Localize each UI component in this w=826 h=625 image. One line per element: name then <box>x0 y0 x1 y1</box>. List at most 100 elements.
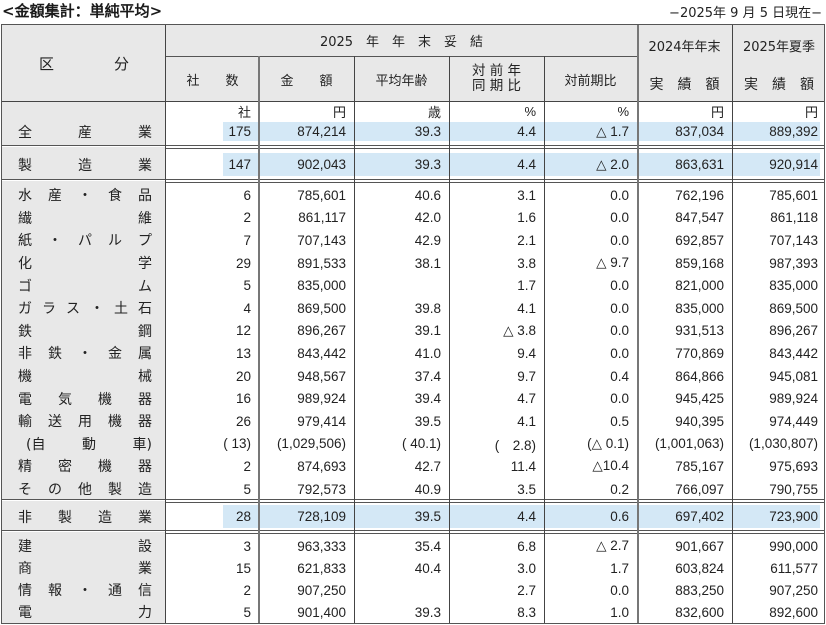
cell-avg-age: 39.3 <box>414 157 441 172</box>
cell-avg-age: 40.6 <box>414 187 441 203</box>
table-row: ガラス・土石 4 869,500 39.8 4.1 0.0 835,000 869,500 <box>2 297 824 320</box>
cell-amount: 785,601 <box>297 187 346 203</box>
cell-amount: 896,267 <box>297 323 346 339</box>
header-category-char-2: 分 <box>114 55 130 73</box>
row-label-char: 機 <box>108 414 122 431</box>
cell-vs-prev: 0.0 <box>610 391 629 407</box>
cell-summer-2025: (1,030,807) <box>748 436 818 452</box>
row-label-char: 建 <box>18 539 32 555</box>
row-non-manufacturing: 非 製 造 業 28 728,109 39.5 4.4 0.6 697,402 723,900 <box>2 503 824 530</box>
row-label-char: 維 <box>138 210 152 227</box>
cell-prev-year-end: 863,631 <box>675 157 724 172</box>
cell-companies: 20 <box>235 368 251 384</box>
cell-yoy: 1.7 <box>517 278 536 294</box>
cell-companies: 2 <box>243 458 251 474</box>
cell-amount: 874,693 <box>297 458 346 474</box>
cell-avg-age: 39.4 <box>414 391 441 407</box>
cell-yoy: 2.1 <box>517 232 536 248</box>
cell-amount: 963,333 <box>297 538 346 554</box>
cell-amount: 891,533 <box>297 255 346 271</box>
row-label-char: 車) <box>132 436 152 453</box>
row-label-char: 動 <box>82 436 96 453</box>
cell-companies: 3 <box>243 538 251 554</box>
row-label: 製造業 <box>18 151 152 178</box>
row-label: 化学 <box>18 252 152 275</box>
cell-prev-year-end: 603,824 <box>675 560 724 576</box>
row-highlight <box>223 122 820 141</box>
cell-prev-year-end: 859,168 <box>675 255 724 271</box>
row-label-char: 機 <box>18 369 32 386</box>
cell-companies: 4 <box>243 300 251 316</box>
unit-label: 円 <box>332 104 346 120</box>
cell-vs-prev: △ 2.0 <box>596 156 629 172</box>
cell-avg-age: 38.1 <box>414 255 441 271</box>
cell-yoy: 11.4 <box>510 458 536 474</box>
header-yoy-line2: 同 期 比 <box>471 78 522 94</box>
cell-vs-prev: 0.0 <box>610 187 629 203</box>
row-label: 精密機器 <box>18 455 152 478</box>
cell-prev-year-end: (1,001,063) <box>654 436 724 452</box>
row-label-char: 化 <box>18 256 32 273</box>
cell-prev-year-end: 945,425 <box>675 391 724 407</box>
cell-summer-2025: 843,442 <box>769 345 818 361</box>
cell-avg-age: 39.3 <box>414 124 441 139</box>
cell-amount: 843,442 <box>297 345 346 361</box>
cell-amount: 621,833 <box>297 560 346 576</box>
row-label-char: ・ <box>78 188 92 205</box>
row-label-char: そ <box>18 482 32 499</box>
cell-amount: 979,414 <box>297 413 346 429</box>
row-label-char: 用 <box>78 414 92 431</box>
cell-vs-prev: 0.4 <box>610 368 629 384</box>
cell-vs-prev: 0.0 <box>610 323 629 339</box>
cell-amount: 728,109 <box>297 509 346 524</box>
cell-yoy: 8.3 <box>517 604 536 620</box>
table-title: <金額集計：単純平均> <box>2 2 163 20</box>
cell-summer-2025: 835,000 <box>769 278 818 294</box>
cell-summer-2025: 889,392 <box>769 124 818 139</box>
row-label-char: 送 <box>48 414 62 431</box>
cell-avg-age: 42.9 <box>414 232 441 248</box>
cell-prev-year-end: 847,547 <box>675 210 724 226</box>
category-column <box>2 102 166 623</box>
header-summer-bottom: 実 績 額 <box>744 76 814 93</box>
unit-label: 円 <box>804 104 818 120</box>
row-label: 輸送用機器 <box>18 410 152 433</box>
row-label-char: ゴ <box>18 278 32 295</box>
cell-vs-prev: 0.0 <box>610 278 629 294</box>
section-divider <box>2 530 824 534</box>
row-label-char: 非 <box>18 346 32 363</box>
header-prev-year-end-top: 2024年年末 <box>648 39 721 55</box>
cell-avg-age: 35.4 <box>414 538 441 554</box>
cell-yoy: 9.7 <box>517 368 536 384</box>
row-highlight <box>223 153 820 176</box>
unit-label: 歳 <box>427 104 441 120</box>
cell-amount: 835,000 <box>297 278 346 294</box>
cell-summer-2025: 611,577 <box>770 560 818 576</box>
row-label-char: ム <box>138 278 152 295</box>
row-label-char: 商 <box>18 561 32 577</box>
row-label-char: 鋼 <box>138 323 152 340</box>
cell-yoy: 4.1 <box>517 300 536 316</box>
row-label-char: ス <box>66 301 80 318</box>
cell-yoy: 9.4 <box>517 345 536 361</box>
row-label-char: 産 <box>78 124 92 141</box>
table-row: 非鉄・金属 13 843,442 41.0 9.4 0.0 770,869 843,442 <box>2 342 824 365</box>
cell-prev-year-end: 692,857 <box>675 232 724 248</box>
row-label: 紙・パルプ <box>18 229 152 252</box>
header-yoy: 対 前 年 同 期 比 <box>449 56 544 102</box>
row-label-char: ・ <box>78 346 92 363</box>
cell-yoy: 3.1 <box>517 187 536 203</box>
row-label-char: 造 <box>78 157 92 174</box>
row-label-char: 情 <box>18 583 32 599</box>
cell-avg-age: 39.8 <box>414 300 441 316</box>
row-label-char: 産 <box>48 188 62 205</box>
row-label-char: 石 <box>138 301 152 318</box>
cell-yoy: 3.5 <box>517 481 536 497</box>
row-label: 鉄鋼 <box>18 320 152 343</box>
cell-vs-prev: 0.0 <box>610 210 629 226</box>
cell-yoy: 1.6 <box>517 210 536 226</box>
unit-label: 円 <box>710 104 724 120</box>
row-label: 水産・食品 <box>18 184 152 207</box>
cell-yoy: 4.1 <box>517 413 536 429</box>
row-label: 電力 <box>18 601 152 623</box>
